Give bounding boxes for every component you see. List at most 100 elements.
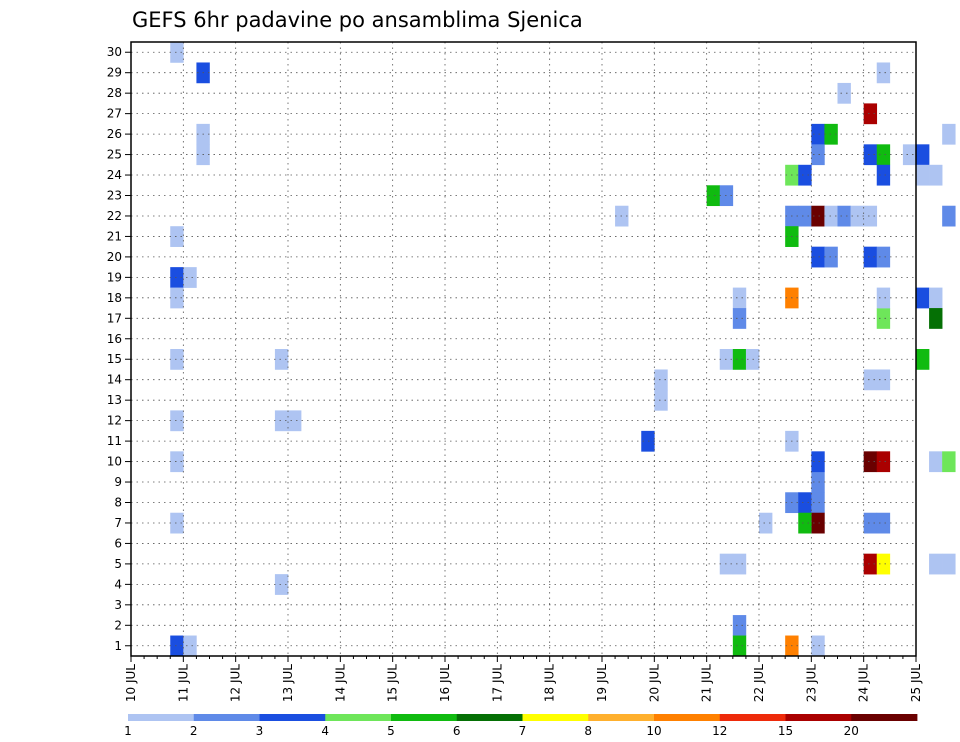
heatmap-cell <box>811 492 825 514</box>
legend-label: 15 <box>778 724 793 738</box>
y-tick-label: 23 <box>107 189 122 203</box>
heatmap-cell <box>732 287 747 309</box>
heatmap-cell <box>706 185 721 207</box>
heatmap-cell <box>902 144 917 166</box>
heatmap-cell <box>863 369 878 391</box>
heatmap-cell <box>654 369 668 391</box>
heatmap-cell <box>863 205 878 227</box>
y-tick-label: 6 <box>114 536 122 550</box>
legend-swatch <box>391 714 458 721</box>
heatmap-cell <box>929 553 943 575</box>
legend-swatch <box>193 714 260 721</box>
y-tick-label: 14 <box>107 373 122 387</box>
heatmap-cell <box>824 246 838 268</box>
y-tick-label: 12 <box>107 414 122 428</box>
heatmap-cell <box>876 553 891 575</box>
heatmap-cell <box>183 635 197 657</box>
y-tick-label: 30 <box>107 45 122 59</box>
heatmap-cell <box>798 164 812 186</box>
grid-lines <box>131 42 916 656</box>
legend-label: 12 <box>712 724 727 738</box>
heatmap-cell <box>863 512 878 534</box>
x-tick-label: 18 JUL <box>543 664 557 702</box>
y-tick-label: 26 <box>107 127 122 141</box>
heatmap-cell <box>274 349 289 370</box>
x-tick-label: 21 JUL <box>700 664 714 702</box>
heatmap-cell <box>916 164 930 186</box>
heatmap-cell <box>929 287 943 309</box>
heatmap-cell <box>916 287 930 309</box>
heatmap-cell <box>641 430 655 452</box>
heatmap-cell <box>863 553 878 575</box>
heatmap-cell <box>811 246 825 268</box>
heatmap-cell <box>876 369 891 391</box>
heatmap-cell <box>170 42 184 63</box>
legend-swatch <box>719 714 786 721</box>
legend-label: 4 <box>321 724 329 738</box>
heatmap-cell <box>942 451 956 473</box>
plot-frame <box>130 41 917 657</box>
x-tick-label: 15 JUL <box>386 664 400 702</box>
y-tick-label: 3 <box>114 598 122 612</box>
heatmap-cell <box>863 246 878 268</box>
y-tick-label: 20 <box>107 250 122 264</box>
heatmap-cell <box>170 287 184 309</box>
y-tick-label: 22 <box>107 209 122 223</box>
heatmap-cell <box>942 553 956 575</box>
y-tick-label: 4 <box>114 577 122 591</box>
y-tick-label: 25 <box>107 148 122 162</box>
heatmap-cell <box>837 82 851 104</box>
heatmap-cell <box>170 451 184 473</box>
legend-swatch <box>785 714 852 721</box>
color-legend: 1 2 3 4 5 6 7 8 10 12 15 20 <box>124 714 918 738</box>
heatmap-cell <box>942 123 956 145</box>
x-axis: 10 JUL 11 JUL 12 JUL 13 JUL 14 JUL 15 JUL 16 J… <box>124 656 923 702</box>
heatmap-cell <box>274 410 289 432</box>
heatmap-cell <box>798 205 812 227</box>
heatmap-cell <box>916 144 930 166</box>
x-tick-label: 17 JUL <box>490 664 504 702</box>
legend-swatch <box>851 714 918 721</box>
legend-label: 8 <box>584 724 592 738</box>
heatmap-cell <box>863 103 878 125</box>
x-tick-label: 25 JUL <box>909 664 923 702</box>
y-tick-label: 7 <box>114 516 122 530</box>
y-tick-label: 28 <box>107 86 122 100</box>
y-tick-label: 21 <box>107 229 122 243</box>
y-tick-label: 1 <box>114 639 122 653</box>
heatmap-cell <box>929 164 943 186</box>
heatmap-cell <box>732 349 747 370</box>
x-tick-label: 14 JUL <box>333 664 347 702</box>
x-tick-label: 23 JUL <box>804 664 818 702</box>
heatmap-cells <box>170 42 956 657</box>
heatmap-cell <box>170 512 184 534</box>
y-tick-label: 9 <box>114 475 122 489</box>
heatmap-cell <box>824 205 838 227</box>
heatmap-cell <box>654 389 668 411</box>
legend-label: 2 <box>190 724 198 738</box>
y-tick-label: 10 <box>107 455 122 469</box>
heatmap-cell <box>876 308 891 329</box>
heatmap-cell <box>811 205 825 227</box>
heatmap-cell <box>732 615 747 636</box>
legend-label: 1 <box>124 724 132 738</box>
legend-label: 6 <box>453 724 461 738</box>
heatmap-cell <box>170 410 184 432</box>
y-tick-label: 18 <box>107 291 122 305</box>
x-tick-label: 24 JUL <box>857 664 871 702</box>
x-tick-label: 12 JUL <box>229 664 243 702</box>
legend-label: 10 <box>646 724 661 738</box>
heatmap-cell <box>170 635 184 657</box>
x-tick-label: 22 JUL <box>752 664 766 702</box>
heatmap-cell <box>863 144 878 166</box>
y-axis: 1234567891011121314151617181920212223242… <box>107 45 131 653</box>
heatmap-cell <box>183 267 197 288</box>
heatmap-cell <box>732 553 747 575</box>
heatmap-cell <box>732 308 747 329</box>
heatmap-cell <box>759 512 773 534</box>
heatmap-cell <box>876 246 891 268</box>
y-tick-label: 2 <box>114 618 122 632</box>
legend-label: 3 <box>256 724 264 738</box>
chart-title: GEFS 6hr padavine po ansamblima Sjenica <box>132 8 583 32</box>
y-tick-label: 27 <box>107 107 122 121</box>
